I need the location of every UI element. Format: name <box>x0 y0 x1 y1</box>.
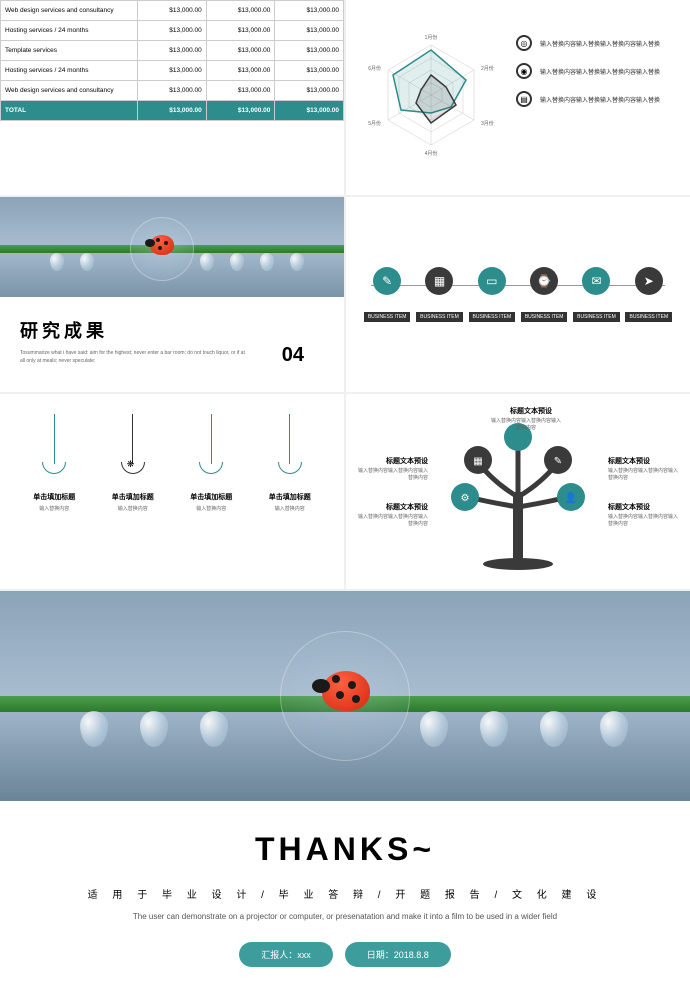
tree-label: 标题文本预设输入替换内容输入替换内容输入替换内容 <box>358 456 428 482</box>
cell: Web design services and consultancy <box>1 1 138 21</box>
business-icon: ✎ <box>373 267 401 295</box>
svg-text:▦: ▦ <box>473 456 482 467</box>
tree-label: 标题文本预设输入替换内容输入替换内容输入替换内容 <box>491 406 571 432</box>
svg-text:✎: ✎ <box>554 456 562 467</box>
svg-text:1月份: 1月份 <box>425 34 438 41</box>
svg-text:4月份: 4月份 <box>425 150 438 157</box>
section-number: 04 <box>282 344 304 367</box>
thanks-heading: THANKS~ <box>40 831 650 868</box>
thanks-desc: The user can demonstrate on a projector … <box>40 911 650 924</box>
svg-text:5月份: 5月份 <box>368 120 381 127</box>
business-icon: ▭ <box>478 267 506 295</box>
hero-image-big <box>0 591 690 801</box>
ladybug-icon <box>148 233 176 255</box>
radar-chart-icon: 1月份 2月份 3月份 4月份 5月份 6月份 <box>361 20 501 160</box>
section-heading: 研究成果 <box>20 317 324 343</box>
radar-legend: ◎输入替换内容输入替换输入替换内容输入替换 ◉输入替换内容输入替换输入替换内容输… <box>516 20 675 160</box>
slide-hanging: 单击填加标题输入替换内容 ❋单击填加标题输入替换内容 单击填加标题输入替换内容 … <box>0 394 344 589</box>
tree-label: 标题文本预设输入替换内容输入替换内容输入替换内容 <box>608 456 678 482</box>
ladybug-icon <box>318 667 374 711</box>
pricing-table: Web design services and consultancy$13,0… <box>0 0 344 121</box>
svg-text:6月份: 6月份 <box>368 65 381 72</box>
slide-thanks: THANKS~ 适 用 于 毕 业 设 计 / 毕 业 答 辩 / 开 题 报 … <box>0 591 690 981</box>
thanks-subtitle: 适 用 于 毕 业 设 计 / 毕 业 答 辩 / 开 题 报 告 / 文 化 … <box>40 886 650 901</box>
slide-radar: 1月份 2月份 3月份 4月份 5月份 6月份 ◎输入替换内容输入替换输入替换内… <box>346 0 690 195</box>
legend-icon: ▤ <box>516 91 532 107</box>
svg-text:👤: 👤 <box>565 491 577 504</box>
svg-text:2月份: 2月份 <box>481 65 494 72</box>
tree-diagram-icon: ▦ ✎ ⚙ 👤 <box>443 412 593 572</box>
svg-text:⚙: ⚙ <box>461 493 470 504</box>
slide-icons-row: ✎BUSINESS ITEM ▦BUSINESS ITEM ▭BUSINESS … <box>346 197 690 392</box>
slide-tree: ▦ ✎ ⚙ 👤 标题文本预设输入替换内容输入替换内容输入替换内容 标题文本预设输… <box>346 394 690 589</box>
business-icon: ➤ <box>635 267 663 295</box>
legend-icon: ◎ <box>516 35 532 51</box>
business-icon: ✉ <box>582 267 610 295</box>
svg-text:3月份: 3月份 <box>481 120 494 127</box>
reporter-pill: 汇报人：xxx <box>239 942 333 967</box>
date-pill: 日期：2018.8.8 <box>345 942 451 967</box>
slide-section-title: 研究成果 Tosummarize what i have said: aim f… <box>0 197 344 392</box>
tree-label: 标题文本预设输入替换内容输入替换内容输入替换内容 <box>358 502 428 528</box>
section-subtitle: Tosummarize what i have said: aim for th… <box>20 349 250 365</box>
legend-icon: ◉ <box>516 63 532 79</box>
business-icon: ▦ <box>425 267 453 295</box>
business-icon: ⌚ <box>530 267 558 295</box>
hero-image <box>0 197 344 297</box>
slide-table: Web design services and consultancy$13,0… <box>0 0 344 195</box>
tree-label: 标题文本预设输入替换内容输入替换内容输入替换内容 <box>608 502 678 528</box>
